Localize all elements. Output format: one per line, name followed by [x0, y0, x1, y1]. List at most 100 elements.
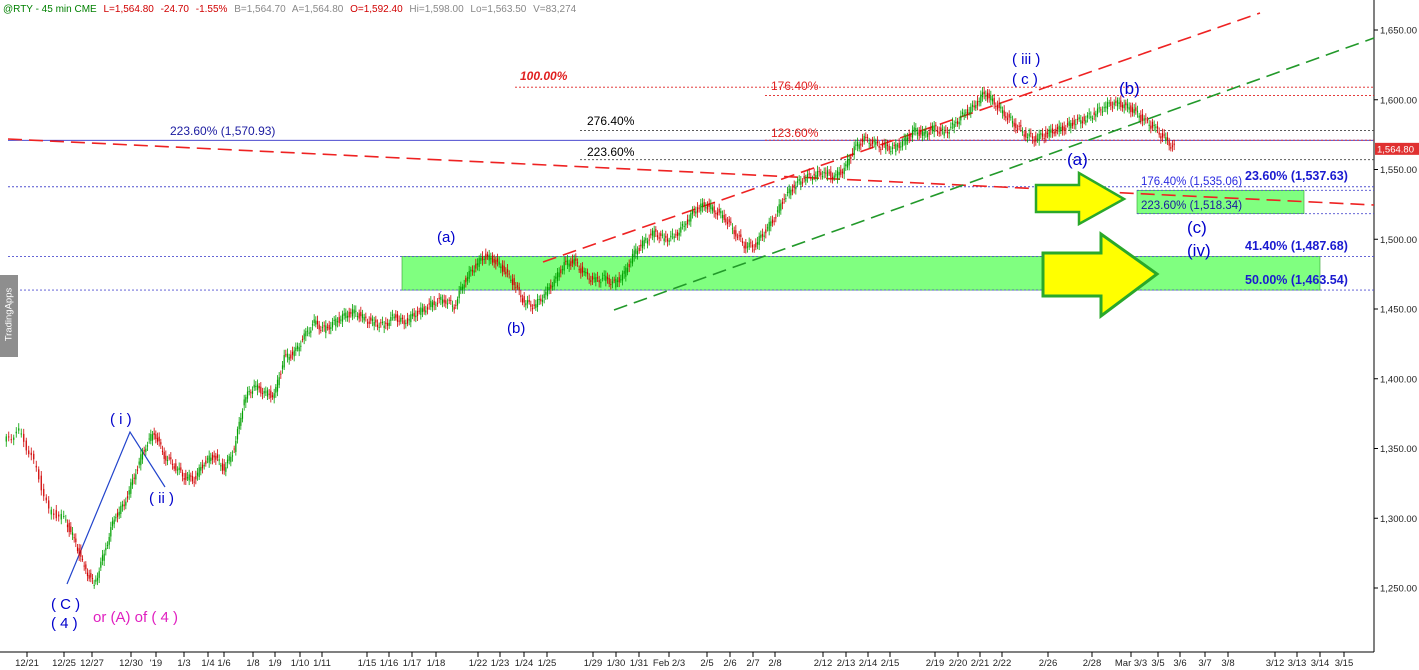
candle-body: [635, 248, 637, 254]
candle-body: [323, 325, 325, 327]
candle-body: [881, 144, 884, 147]
candle-body: [200, 467, 202, 471]
candle-body: [996, 104, 999, 110]
candle-body: [715, 213, 717, 215]
candle-body: [630, 261, 632, 263]
candle-body: [906, 137, 909, 142]
candle-body: [1076, 118, 1079, 120]
candle-body: [755, 242, 757, 248]
candle-body: [1003, 110, 1005, 117]
y-tick-label: 1,500.00: [1380, 235, 1417, 246]
candle-body: [211, 454, 214, 460]
candle-body: [650, 233, 652, 236]
x-tick-label: 2/7: [746, 658, 759, 669]
candle-body: [1125, 102, 1127, 106]
candle-body: [1100, 109, 1102, 111]
candle-body: [511, 279, 514, 286]
candle-body: [35, 465, 37, 468]
candle-body: [96, 577, 99, 581]
candle-body: [1141, 114, 1144, 121]
candle-body: [485, 253, 487, 260]
candle-body: [700, 203, 702, 212]
candle-body: [98, 571, 100, 578]
header-bid: B=1,564.70: [234, 4, 286, 15]
candle-body: [526, 300, 529, 304]
candle-body: [130, 482, 132, 494]
candle-body: [421, 308, 424, 313]
candle-body: [455, 304, 457, 306]
candle-body: [806, 174, 809, 178]
x-tick-label: 3/7: [1198, 658, 1211, 669]
candle-body: [568, 263, 570, 267]
candle-body: [771, 219, 774, 224]
candle-body: [441, 299, 444, 304]
candle-body: [120, 505, 122, 515]
candle-body: [388, 322, 390, 326]
candle-body: [260, 386, 262, 394]
x-tick-label: 1/11: [313, 658, 331, 669]
x-tick-label: 1/22: [469, 658, 488, 669]
header-pct: -1.55%: [196, 4, 228, 15]
x-tick-label: 1/17: [403, 658, 422, 669]
candle-body: [233, 448, 235, 450]
x-tick-label: 3/12: [1266, 658, 1285, 669]
candle-body: [283, 355, 285, 368]
candle-body: [878, 145, 880, 148]
candle-body: [733, 230, 735, 235]
candle-body: [871, 139, 874, 144]
candle-body: [1068, 121, 1070, 127]
candle-body: [696, 207, 699, 213]
candle-body: [590, 280, 592, 283]
candle-body: [741, 241, 744, 244]
x-tick-label: 3/5: [1151, 658, 1164, 669]
candle-body: [688, 219, 690, 222]
x-tick-label: 2/12: [814, 658, 833, 669]
candle-body: [83, 565, 85, 567]
candle-body: [860, 143, 862, 146]
candle-body: [221, 463, 224, 471]
candle-body: [111, 521, 114, 527]
candle-body: [1058, 125, 1060, 132]
header-line: @RTY - 45 min CME L=1,564.80 -24.70 -1.5…: [3, 4, 577, 15]
support-zone-small: [1136, 190, 1305, 214]
candle-body: [1013, 122, 1015, 127]
candle-body: [938, 131, 940, 134]
candle-body: [716, 212, 719, 216]
header-symbol: @RTY - 45 min CME: [3, 4, 97, 15]
candle-body: [920, 130, 922, 135]
x-tick-label: 1/29: [584, 658, 603, 669]
candle-body: [713, 206, 715, 213]
candle-body: [896, 145, 899, 147]
candle-body: [15, 431, 17, 434]
candle-body: [591, 276, 594, 280]
candle-body: [593, 277, 595, 279]
x-tick-label: 2/5: [700, 658, 713, 669]
candle-body: [490, 257, 492, 260]
candle-body: [1041, 133, 1044, 137]
y-tick-label: 1,550.00: [1380, 165, 1417, 176]
candle-body: [405, 322, 407, 324]
candle-body: [261, 393, 264, 395]
candle-body: [670, 235, 672, 238]
wave-label-b-mar: (b): [1119, 79, 1140, 98]
candle-body: [396, 314, 399, 322]
candle-body: [720, 211, 722, 214]
candle-body: [1145, 118, 1147, 120]
candle-body: [140, 454, 142, 466]
candle-body: [911, 130, 914, 138]
candle-body: [993, 97, 995, 105]
candle-body: [1101, 111, 1104, 113]
candle-body: [1036, 138, 1039, 140]
candle-body: [695, 211, 697, 214]
candle-body: [53, 513, 55, 515]
candle-body: [1166, 137, 1169, 140]
candle-body: [641, 240, 644, 249]
candle-body: [846, 159, 849, 168]
candle-body: [243, 399, 245, 406]
candle-body: [921, 131, 924, 136]
candle-body: [50, 509, 52, 515]
tradingapps-tab[interactable]: TradingApps: [0, 275, 18, 357]
candle-body: [1128, 107, 1130, 110]
candle-body: [656, 235, 659, 238]
